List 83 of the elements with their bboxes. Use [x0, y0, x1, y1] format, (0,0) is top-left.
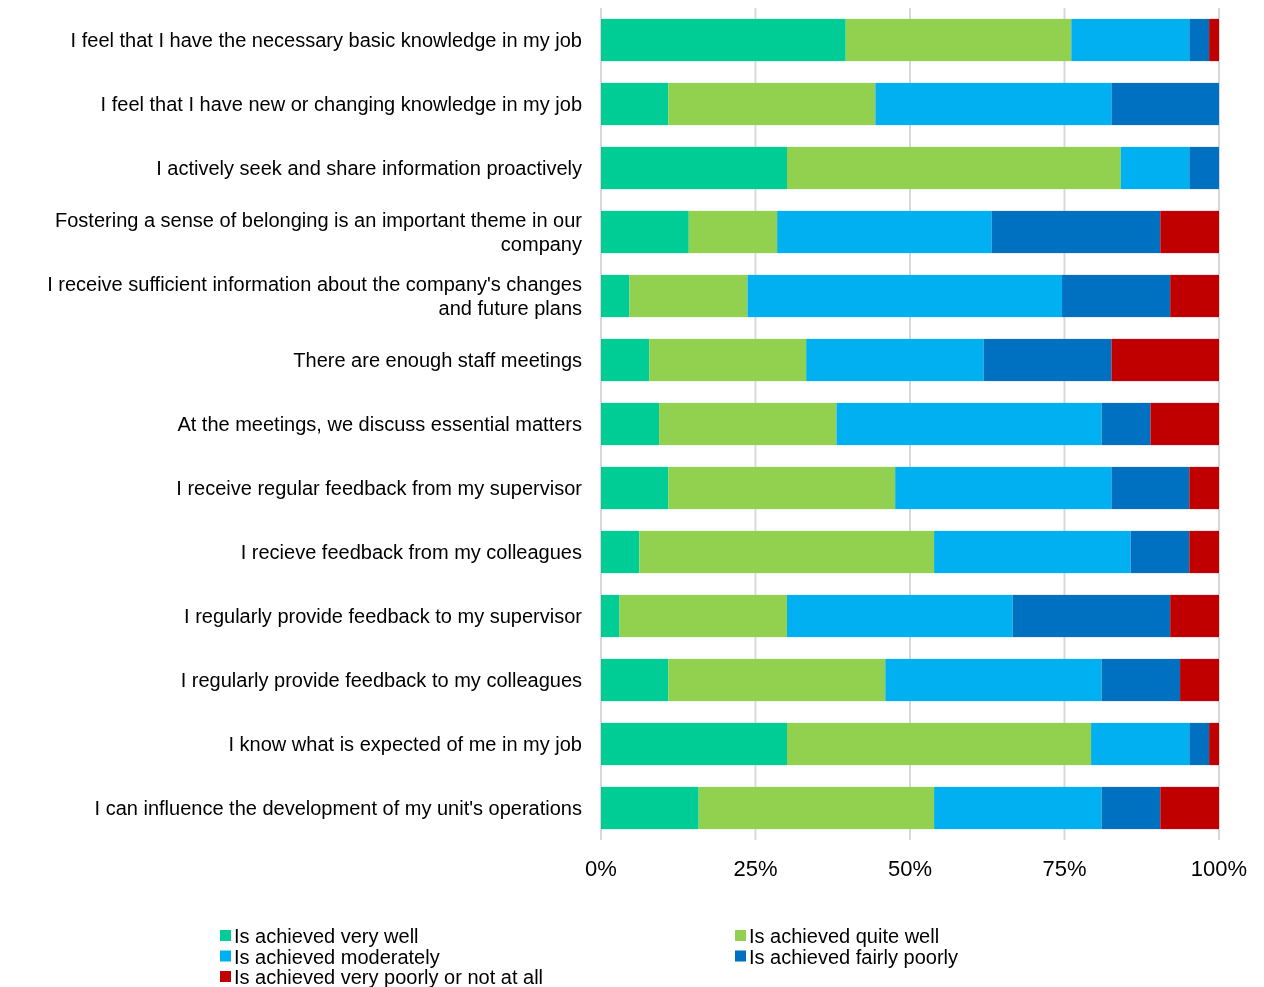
- bar: [1189, 466, 1219, 510]
- y-tick-label: I know what is expected of me in my job: [228, 733, 582, 755]
- y-tick-label: Fostering a sense of belonging is an important theme in our company: [55, 209, 583, 255]
- x-tick-label: 100%: [1190, 856, 1248, 881]
- bar: [601, 338, 650, 382]
- legend-label: Is achieved quite well: [749, 925, 940, 947]
- bar: [659, 402, 837, 446]
- bar: [1101, 786, 1161, 830]
- bar: [601, 274, 630, 318]
- bar: [991, 210, 1161, 254]
- bar: [668, 82, 876, 126]
- bar: [1062, 274, 1171, 318]
- bar: [668, 466, 896, 510]
- bar: [601, 466, 669, 510]
- legend-label: Is achieved very well: [234, 925, 419, 947]
- bar: [639, 530, 935, 574]
- bar: [1101, 402, 1151, 446]
- bar: [1170, 594, 1219, 638]
- bar: [836, 402, 1102, 446]
- bar: [1101, 658, 1181, 702]
- bar: [1130, 530, 1190, 574]
- bar: [601, 594, 620, 638]
- bar: [1189, 146, 1219, 190]
- bar: [601, 722, 788, 766]
- bar: [806, 338, 984, 382]
- bar: [934, 530, 1131, 574]
- bar: [601, 786, 699, 830]
- bar: [1091, 722, 1190, 766]
- bar: [601, 18, 846, 62]
- y-tick-label: I can influence the development of my unit's operations: [94, 797, 582, 819]
- bar: [1170, 274, 1219, 318]
- x-tick-label: 0%: [585, 856, 617, 881]
- bar: [601, 146, 788, 190]
- y-tick-label: I recieve feedback from my colleagues: [240, 541, 582, 563]
- bar: [1120, 146, 1190, 190]
- bar: [787, 722, 1092, 766]
- y-tick-label: I feel that I have new or changing knowledge in my job: [100, 93, 582, 115]
- x-tick-label: 75%: [1042, 856, 1087, 881]
- bar: [777, 210, 992, 254]
- bar: [983, 338, 1112, 382]
- bar: [619, 594, 788, 638]
- bar: [845, 18, 1072, 62]
- bar: [1111, 338, 1219, 382]
- bar: [1160, 210, 1219, 254]
- bar: [875, 82, 1112, 126]
- bar: [1189, 722, 1210, 766]
- bar: [1111, 82, 1219, 126]
- bar: [885, 658, 1102, 702]
- bar: [698, 786, 935, 830]
- bar: [1180, 658, 1219, 702]
- bar: [1189, 18, 1210, 62]
- bar: [601, 82, 669, 126]
- y-tick-label: I regularly provide feedback to my supervisor: [184, 605, 583, 627]
- bar: [601, 210, 689, 254]
- bar: [1071, 18, 1190, 62]
- x-tick-label: 50%: [887, 856, 933, 881]
- bar: [1209, 722, 1219, 766]
- bar: [688, 210, 778, 254]
- bar: [1209, 18, 1219, 62]
- bar: [668, 658, 886, 702]
- y-tick-label: At the meetings, we discuss essential matters: [177, 413, 582, 435]
- bar: [747, 274, 1063, 318]
- bar: [787, 594, 1013, 638]
- y-tick-label: I receive sufficient information about the company's changes and future plans: [47, 273, 582, 319]
- bar: [1189, 530, 1219, 574]
- y-tick-label: I actively seek and share information proactively: [156, 157, 582, 179]
- y-tick-label: I feel that I have the necessary basic knowledge in my job: [70, 29, 582, 51]
- bar: [787, 146, 1121, 190]
- bar: [601, 402, 660, 446]
- bar: [601, 658, 669, 702]
- bar: [1150, 402, 1219, 446]
- y-tick-label: I regularly provide feedback to my colleagues: [180, 669, 582, 691]
- bar: [1160, 786, 1219, 830]
- x-tick-label: 25%: [733, 856, 778, 881]
- bar: [895, 466, 1112, 510]
- bar: [601, 530, 640, 574]
- bar: [629, 274, 748, 318]
- y-tick-label: There are enough staff meetings: [293, 349, 582, 371]
- bar: [934, 786, 1102, 830]
- bar: [649, 338, 807, 382]
- bar: [1111, 466, 1190, 510]
- y-tick-label: I receive regular feedback from my supervisor: [176, 477, 583, 499]
- bar: [1012, 594, 1171, 638]
